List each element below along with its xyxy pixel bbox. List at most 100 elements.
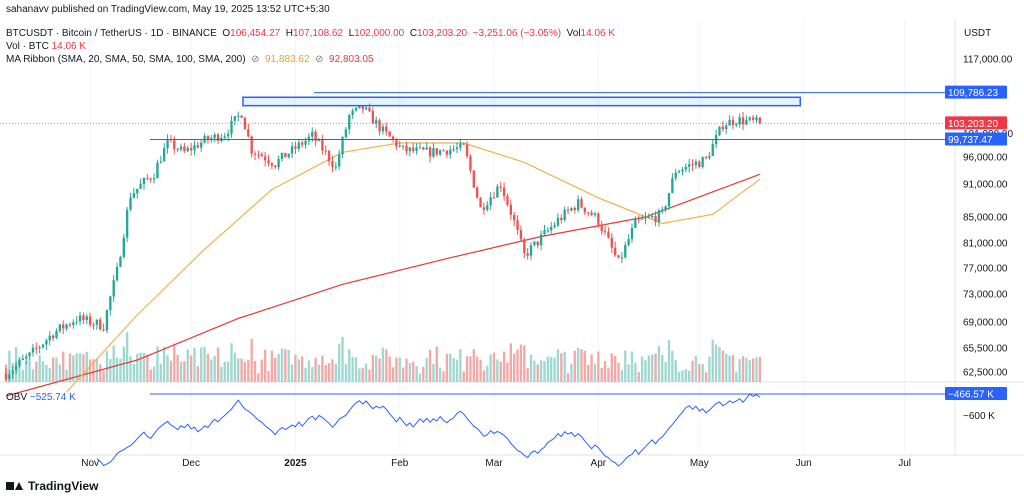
symbol-label[interactable]: BTCUSDT · Bitcoin / TetherUS · 1D · BINA… xyxy=(6,28,217,39)
publisher-line: sahanavv published on TradingView.com, M… xyxy=(6,4,330,15)
candle-body xyxy=(610,237,613,248)
candle-body xyxy=(506,196,509,205)
volume-bar xyxy=(627,364,630,382)
candle-body xyxy=(321,139,324,151)
tradingview-logo[interactable]: TradingView xyxy=(6,479,98,493)
volume-bar xyxy=(644,360,647,382)
volume-bar xyxy=(253,360,257,382)
candle-body xyxy=(667,192,671,207)
volume-bar xyxy=(210,359,213,382)
last-price-tag-bg xyxy=(945,116,1007,130)
candle-body xyxy=(102,329,105,331)
volume-bar xyxy=(401,367,405,382)
volume-bar xyxy=(351,356,354,382)
candle-body xyxy=(391,136,395,140)
candle-body xyxy=(267,160,270,164)
candle-body xyxy=(597,213,600,225)
candle-body xyxy=(721,126,725,130)
volume-bar xyxy=(317,364,321,382)
candle-body xyxy=(338,154,341,167)
obv-label-line[interactable]: OBV −525.74 K xyxy=(6,392,76,403)
price-axis-label: 77,000.00 xyxy=(963,264,1008,275)
volume-bar xyxy=(38,354,41,382)
candle-body xyxy=(304,140,307,145)
candle-body xyxy=(25,356,28,359)
volume-bar xyxy=(725,353,728,382)
volume-bar xyxy=(745,357,748,382)
volume-bar xyxy=(166,355,169,382)
volume-bar xyxy=(169,360,173,382)
candle-body xyxy=(627,239,630,246)
candle-body xyxy=(664,206,667,210)
candle-body xyxy=(684,166,688,170)
candle-body xyxy=(620,257,624,259)
candle-body xyxy=(573,208,576,211)
volume-bar xyxy=(445,353,449,382)
candle-body xyxy=(41,344,45,348)
volume-bar xyxy=(223,361,226,382)
eye-icon[interactable]: ⊘ xyxy=(312,54,327,65)
candle-body xyxy=(438,150,442,155)
volume-bar xyxy=(442,371,445,382)
volume-bar xyxy=(304,367,307,382)
volume-bar xyxy=(412,361,415,382)
candle-body xyxy=(230,120,233,134)
candle-body xyxy=(550,226,553,231)
x-axis-label: Nov xyxy=(81,458,99,469)
volume-bar xyxy=(428,349,432,382)
candle-body xyxy=(543,230,546,235)
candle-body xyxy=(529,245,533,256)
candle-body xyxy=(405,145,408,152)
candle-body xyxy=(51,335,55,339)
volume-bar xyxy=(280,348,284,382)
volume-bar xyxy=(311,367,314,382)
volume-bar xyxy=(72,355,75,382)
volume-bar xyxy=(85,351,88,382)
resistance-zone xyxy=(0,92,955,141)
candle-body xyxy=(617,255,620,258)
candle-body xyxy=(711,144,714,156)
volume-bar xyxy=(674,360,677,382)
candle-body xyxy=(250,136,253,154)
volume-bar xyxy=(519,344,523,382)
candle-body xyxy=(523,239,526,254)
candle-body xyxy=(758,117,762,124)
volume-bar xyxy=(324,365,327,382)
volume-indicator-line[interactable]: Vol · BTC 14.06 K xyxy=(6,41,87,52)
candle-body xyxy=(139,184,142,189)
x-axis-label: May xyxy=(690,458,709,469)
volume-bar xyxy=(327,363,331,382)
candle-body xyxy=(78,315,82,322)
price-axis-label: 65,500.00 xyxy=(963,344,1008,355)
candle-body xyxy=(247,129,250,137)
volume-bar xyxy=(526,368,529,382)
candle-body xyxy=(432,148,435,157)
volume-bar xyxy=(651,354,654,382)
candle-body xyxy=(183,146,186,152)
candle-body xyxy=(735,124,738,126)
volume-bar xyxy=(657,345,661,382)
volume-bar xyxy=(193,347,196,382)
candle-body xyxy=(600,224,603,232)
volume-bar xyxy=(671,350,674,382)
volume-bar xyxy=(560,353,563,382)
candle-body xyxy=(270,163,274,166)
volume-bar xyxy=(543,361,546,382)
volume-bar xyxy=(735,371,738,382)
ma-ribbon-line[interactable]: MA Ribbon (SMA, 20, SMA, 50, SMA, 100, S… xyxy=(6,54,374,65)
candle-body xyxy=(136,188,139,194)
support-price-tag-bg xyxy=(945,132,1007,146)
eye-icon[interactable]: ⊘ xyxy=(248,54,263,65)
volume-bar xyxy=(711,339,714,382)
candle-body xyxy=(486,205,489,210)
volume-bar xyxy=(533,360,536,382)
candle-body xyxy=(193,145,196,151)
volume-bar xyxy=(196,366,200,382)
volume-bar xyxy=(714,344,718,382)
candle-body xyxy=(671,178,674,193)
candle-body xyxy=(519,229,523,240)
volume-bar xyxy=(65,369,68,382)
volume-bar xyxy=(640,356,644,382)
candle-body xyxy=(701,157,704,168)
